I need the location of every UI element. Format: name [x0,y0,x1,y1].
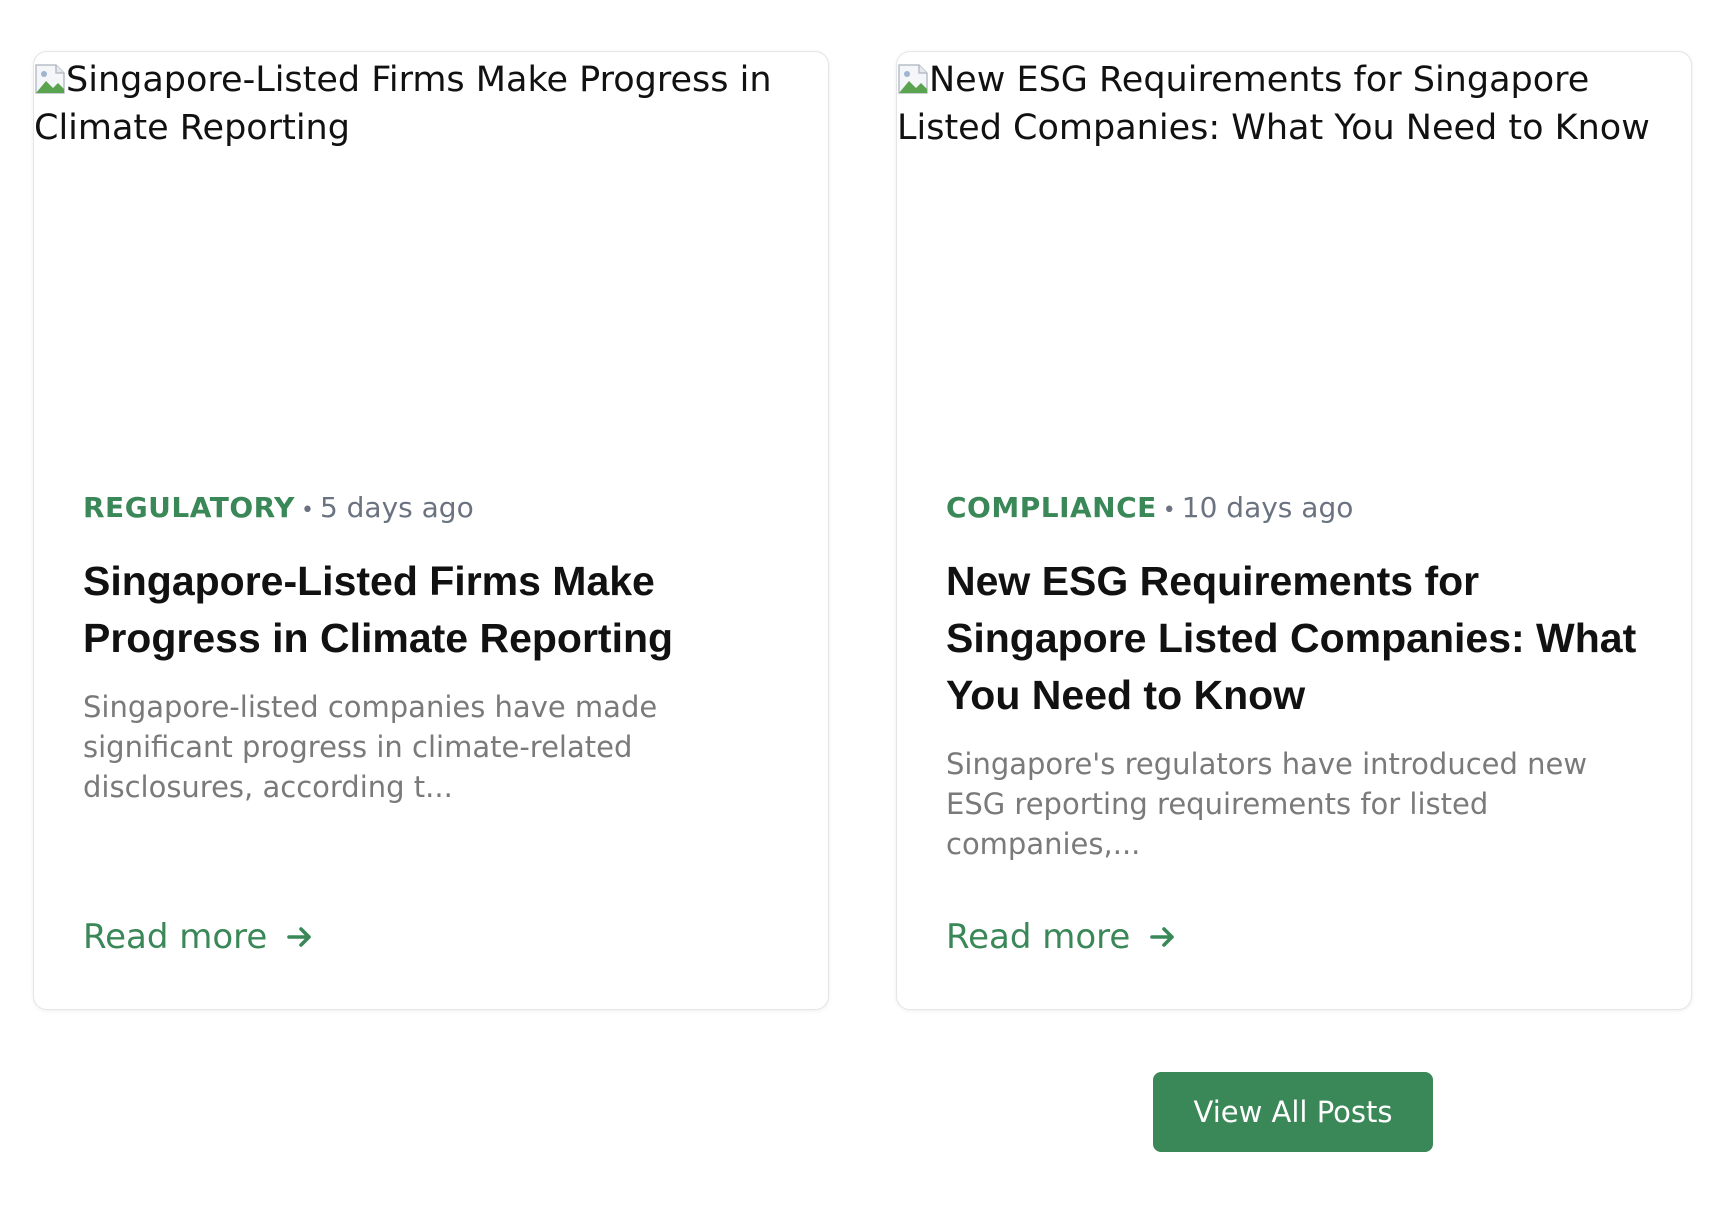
post-title[interactable]: Singapore-Listed Firms Make Progress in … [83,558,674,661]
arrow-right-icon [1148,922,1178,952]
read-more-link[interactable]: Read more [83,915,315,959]
post-title[interactable]: New ESG Requirements for Singapore Liste… [946,558,1637,718]
post-meta: COMPLIANCE • 10 days ago [946,488,1642,531]
blog-post-grid: Singapore-Listed Firms Make Progress in … [33,51,1692,1010]
post-card[interactable]: Singapore-Listed Firms Make Progress in … [33,51,829,1010]
image-alt-text: New ESG Requirements for Singapore Liste… [897,60,1650,148]
arrow-right-icon [285,922,315,952]
meta-separator: • [1162,498,1176,523]
post-card[interactable]: New ESG Requirements for Singapore Liste… [896,51,1692,1010]
image-alt-text: Singapore-Listed Firms Make Progress in … [34,60,772,148]
post-excerpt: Singapore-listed companies have made sig… [83,690,658,804]
category-label[interactable]: COMPLIANCE [946,491,1157,524]
post-image[interactable]: New ESG Requirements for Singapore Liste… [897,52,1691,436]
post-date: 5 days ago [319,491,474,524]
read-more-label: Read more [83,917,268,957]
post-date: 10 days ago [1181,491,1354,524]
read-more-link[interactable]: Read more [946,915,1178,959]
post-meta: REGULATORY • 5 days ago [83,488,779,531]
post-excerpt: Singapore's regulators have introduced n… [946,747,1588,861]
view-all-posts-button[interactable]: View All Posts [1153,1072,1433,1152]
meta-separator: • [300,498,314,523]
category-label[interactable]: REGULATORY [83,491,295,524]
broken-image-icon [897,63,929,95]
broken-image-icon [34,63,66,95]
post-image[interactable]: Singapore-Listed Firms Make Progress in … [34,52,828,436]
read-more-label: Read more [946,917,1131,957]
post-body: COMPLIANCE • 10 days ago New ESG Requireme… [946,488,1642,864]
post-body: REGULATORY • 5 days ago Singapore-Listed F… [83,488,779,807]
